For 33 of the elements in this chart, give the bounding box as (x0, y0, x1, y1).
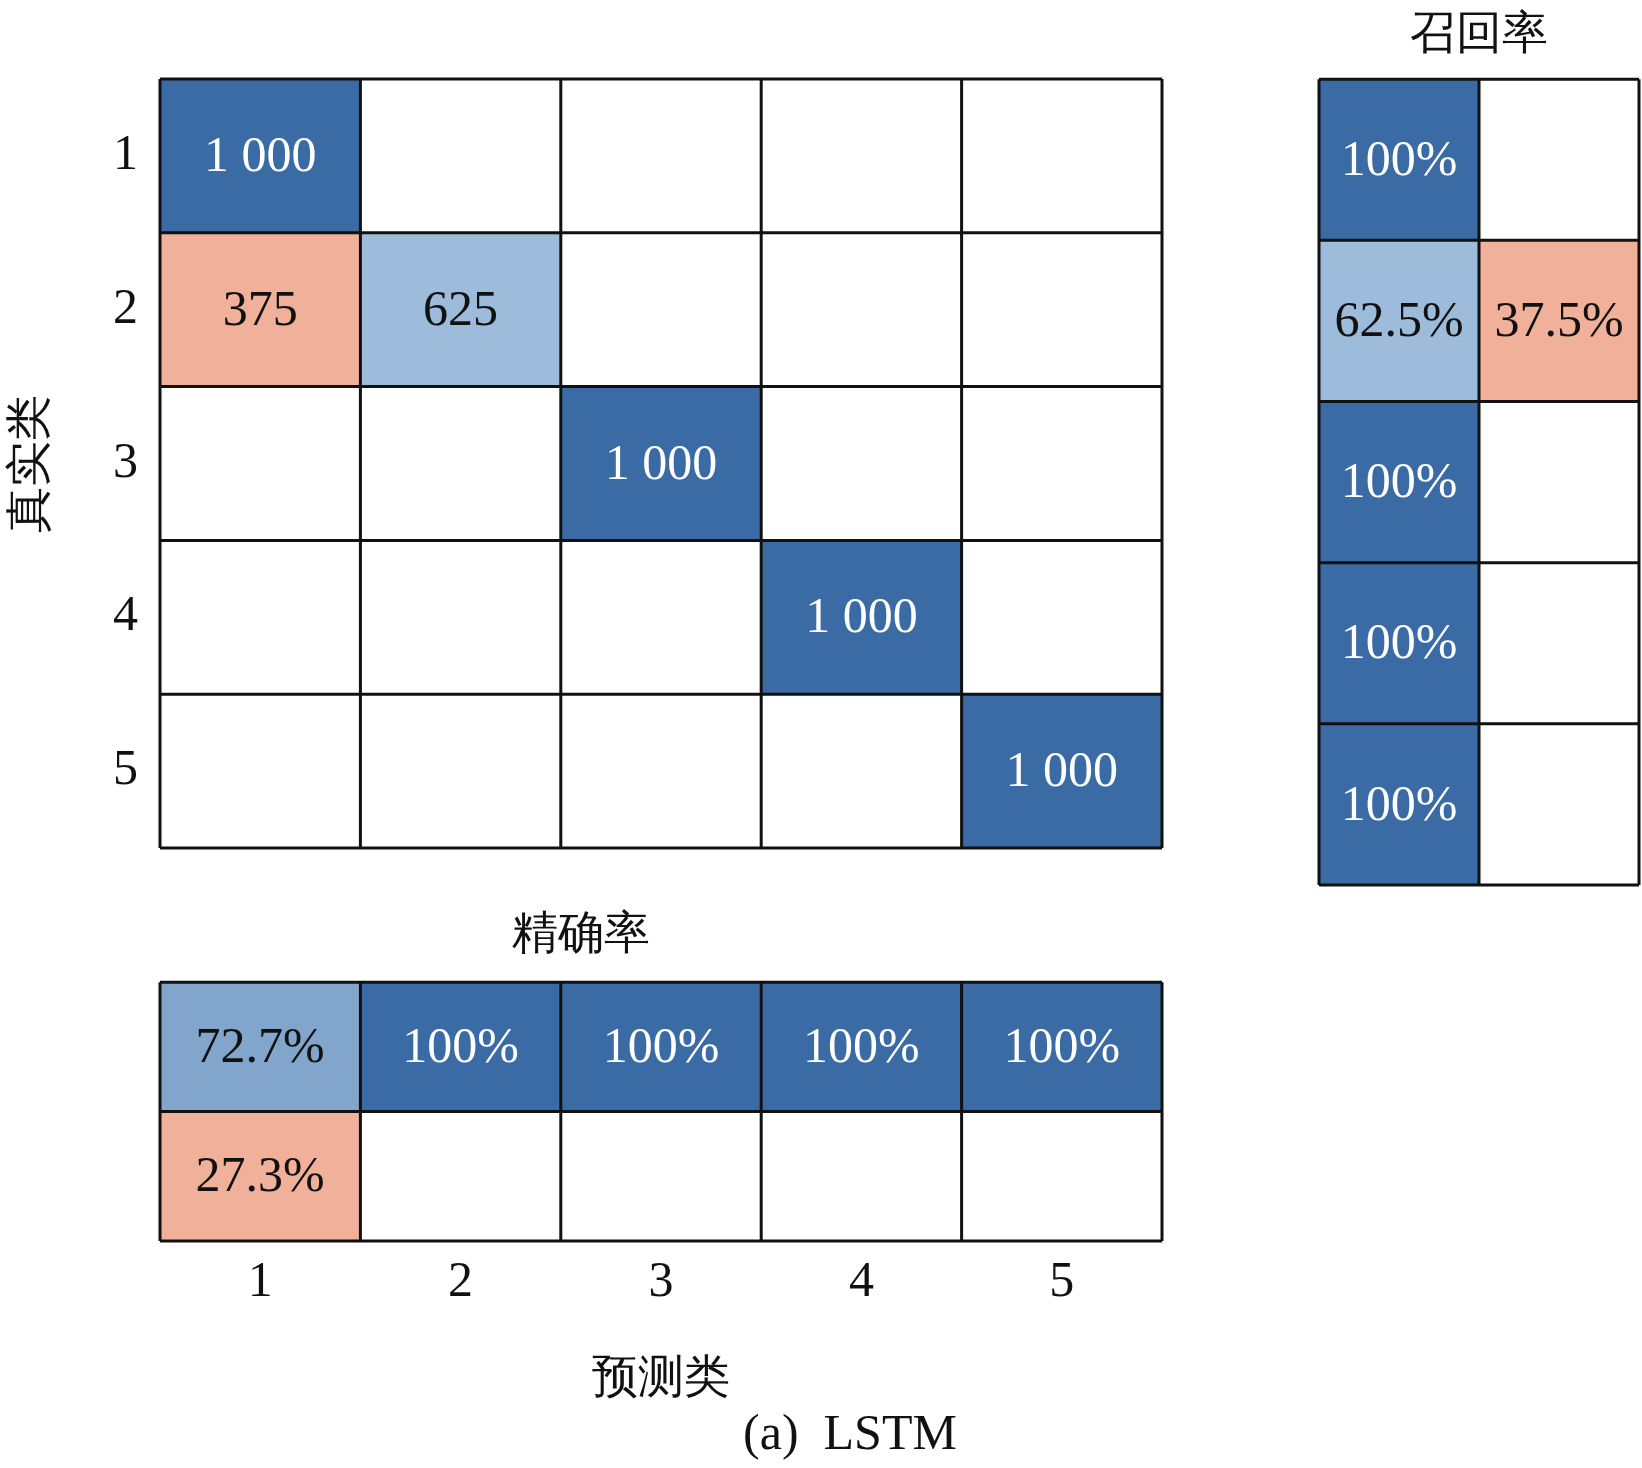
data-label: 37.5% (1494, 291, 1624, 348)
y-tick-label: 1 (113, 124, 138, 181)
data-label: 100% (1003, 1017, 1121, 1074)
data-label: 100% (803, 1017, 920, 1074)
x-tick-label: 5 (1049, 1251, 1075, 1308)
chart-title: 精确率 (512, 906, 650, 958)
x-tick-label: 1 (247, 1251, 273, 1308)
y-tick-label: 2 (113, 277, 138, 334)
data-label: 1 000 (805, 587, 918, 644)
y-tick-label: 3 (113, 431, 138, 488)
data-label: 100% (1340, 613, 1458, 670)
x-tick-label: 3 (648, 1251, 674, 1308)
data-label: 100% (402, 1017, 519, 1074)
data-label: 100% (1340, 774, 1458, 831)
chart-title: 召回率 (1410, 6, 1548, 58)
data-label: 1 000 (1005, 741, 1119, 798)
x-axis-title: 预测类 (592, 1351, 730, 1403)
data-label: 1 000 (203, 126, 317, 183)
data-label: 100% (1340, 129, 1458, 186)
data-label: 62.5% (1334, 291, 1464, 348)
y-tick-label: 5 (113, 739, 138, 796)
x-tick-label: 2 (448, 1251, 474, 1308)
x-tick-label: 4 (848, 1251, 874, 1308)
data-label: 27.3% (195, 1146, 325, 1203)
data-label: 100% (1340, 452, 1458, 509)
data-label: 1 000 (604, 433, 718, 490)
data-label: 72.7% (195, 1017, 325, 1074)
y-tick-label: 4 (113, 585, 138, 642)
y-axis-title: 真实类 (2, 394, 54, 533)
data-label: 100% (602, 1017, 720, 1074)
text: (a) LSTM (743, 1404, 957, 1461)
data-label: 375 (222, 279, 298, 336)
data-label: 625 (423, 279, 499, 336)
